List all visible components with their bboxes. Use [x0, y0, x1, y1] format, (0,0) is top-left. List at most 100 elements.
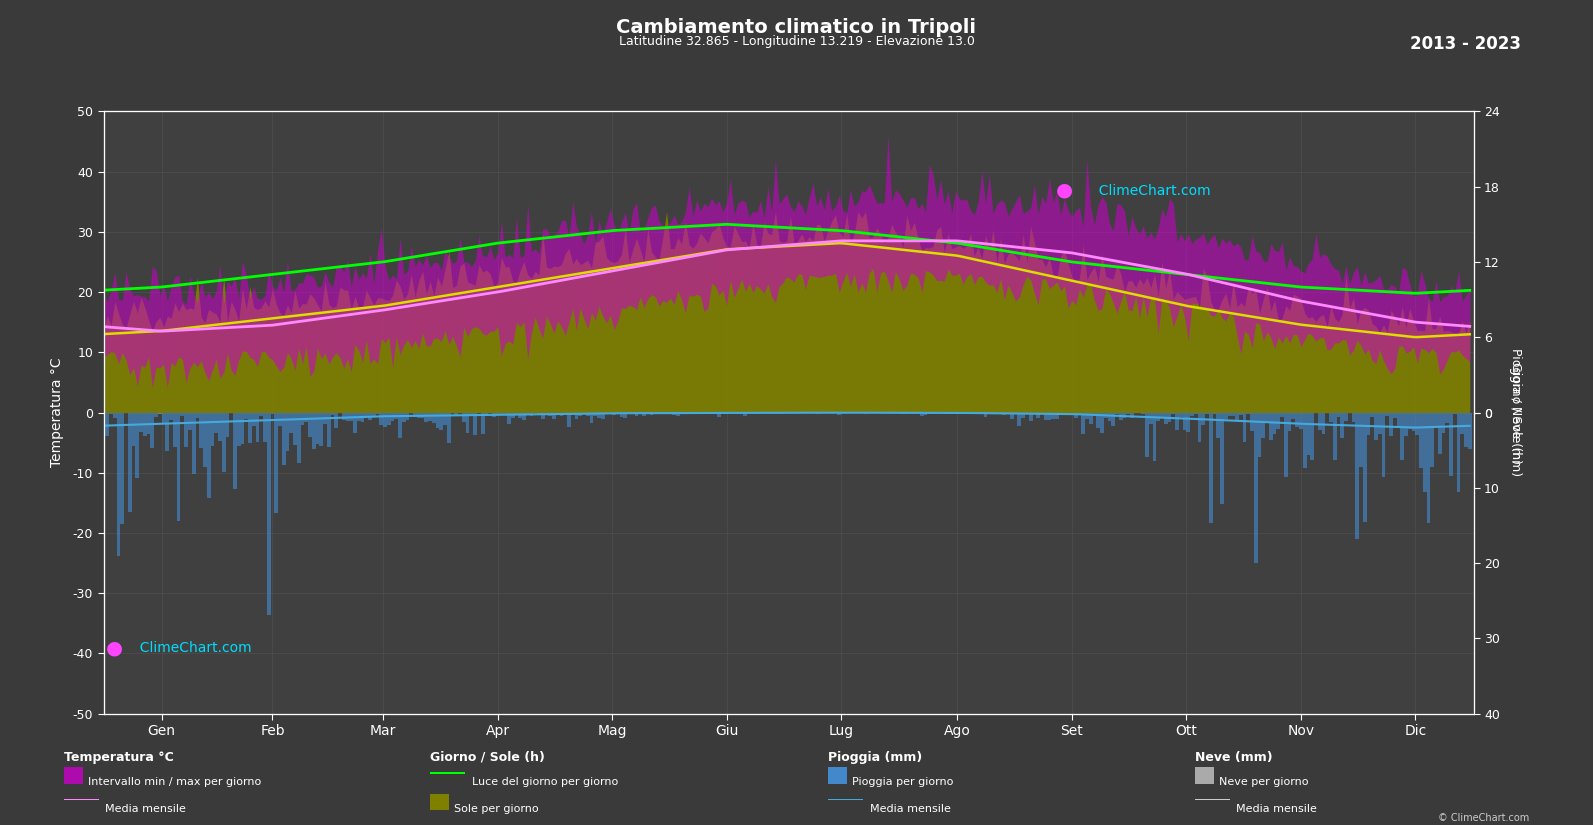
Bar: [507, 412, 511, 423]
Bar: [1231, 412, 1235, 416]
Bar: [537, 412, 540, 413]
Bar: [650, 412, 653, 415]
Bar: [335, 412, 338, 427]
Bar: [564, 412, 567, 414]
Bar: [1456, 412, 1461, 493]
Text: Luce del giorno per giorno: Luce del giorno per giorno: [472, 777, 618, 787]
Bar: [620, 412, 623, 417]
Bar: [215, 412, 218, 413]
Bar: [105, 412, 110, 436]
Bar: [905, 412, 908, 414]
Bar: [1070, 412, 1074, 413]
Bar: [1276, 412, 1281, 428]
Bar: [500, 412, 503, 415]
Bar: [1187, 412, 1190, 431]
Bar: [710, 412, 714, 413]
Bar: [263, 412, 266, 442]
Bar: [495, 412, 500, 415]
Y-axis label: Temperatura °C: Temperatura °C: [51, 358, 64, 467]
Bar: [1434, 412, 1438, 426]
Bar: [1153, 412, 1157, 460]
Bar: [1415, 412, 1419, 435]
Bar: [664, 412, 669, 414]
Bar: [135, 412, 139, 478]
Bar: [110, 412, 113, 414]
Bar: [440, 412, 443, 430]
Bar: [1220, 412, 1223, 504]
Bar: [1077, 412, 1082, 415]
Bar: [127, 412, 132, 512]
Bar: [1228, 412, 1231, 416]
Bar: [354, 412, 357, 432]
Bar: [221, 412, 226, 472]
Bar: [1059, 412, 1063, 414]
Bar: [473, 412, 476, 435]
Bar: [902, 412, 905, 413]
Bar: [331, 412, 335, 415]
Bar: [890, 412, 894, 413]
Bar: [988, 412, 991, 414]
Bar: [1378, 412, 1381, 434]
Bar: [1337, 412, 1340, 417]
Bar: [1467, 412, 1472, 449]
Bar: [237, 412, 241, 446]
Bar: [1217, 412, 1220, 438]
Bar: [1145, 412, 1149, 457]
Bar: [1043, 412, 1048, 420]
Bar: [312, 412, 315, 449]
Y-axis label: Giorno / Sole (h): Giorno / Sole (h): [1509, 361, 1521, 464]
Bar: [1115, 412, 1118, 414]
Text: ClimeChart.com: ClimeChart.com: [131, 641, 252, 655]
Bar: [1273, 412, 1276, 434]
Bar: [1235, 412, 1239, 422]
Bar: [1129, 412, 1134, 417]
Bar: [774, 412, 777, 414]
Bar: [406, 412, 409, 421]
Bar: [390, 412, 395, 421]
Bar: [1176, 412, 1179, 430]
Bar: [147, 412, 150, 434]
Bar: [462, 412, 465, 422]
Bar: [1392, 412, 1397, 418]
Bar: [432, 412, 436, 422]
Bar: [691, 412, 695, 414]
Bar: [1101, 412, 1104, 433]
Bar: [1311, 412, 1314, 460]
Text: ●: ●: [107, 639, 123, 658]
Bar: [642, 412, 645, 417]
Bar: [675, 412, 680, 416]
Bar: [233, 412, 237, 489]
Bar: [301, 412, 304, 425]
Bar: [515, 412, 518, 415]
Text: Sole per giorno: Sole per giorno: [454, 804, 538, 813]
Bar: [803, 412, 808, 413]
Bar: [448, 412, 451, 443]
Bar: [210, 412, 215, 446]
Bar: [1201, 412, 1206, 425]
Bar: [1427, 412, 1431, 523]
Bar: [436, 412, 440, 428]
Bar: [387, 412, 390, 426]
Bar: [226, 412, 229, 437]
Bar: [1322, 412, 1325, 434]
Text: ClimeChart.com: ClimeChart.com: [1090, 184, 1211, 198]
Bar: [1209, 412, 1212, 523]
Bar: [1243, 412, 1246, 442]
Bar: [1262, 412, 1265, 438]
Bar: [470, 412, 473, 415]
Bar: [593, 412, 597, 416]
Bar: [1287, 412, 1292, 431]
Bar: [1029, 412, 1032, 421]
Bar: [553, 412, 556, 418]
Bar: [1344, 412, 1348, 421]
Bar: [1093, 412, 1096, 413]
Bar: [1381, 412, 1386, 478]
Bar: [814, 412, 819, 413]
Bar: [1367, 412, 1370, 436]
Bar: [177, 412, 180, 521]
Bar: [266, 412, 271, 615]
Bar: [384, 412, 387, 427]
Bar: [1317, 412, 1322, 430]
Bar: [180, 412, 185, 416]
Bar: [279, 412, 282, 427]
